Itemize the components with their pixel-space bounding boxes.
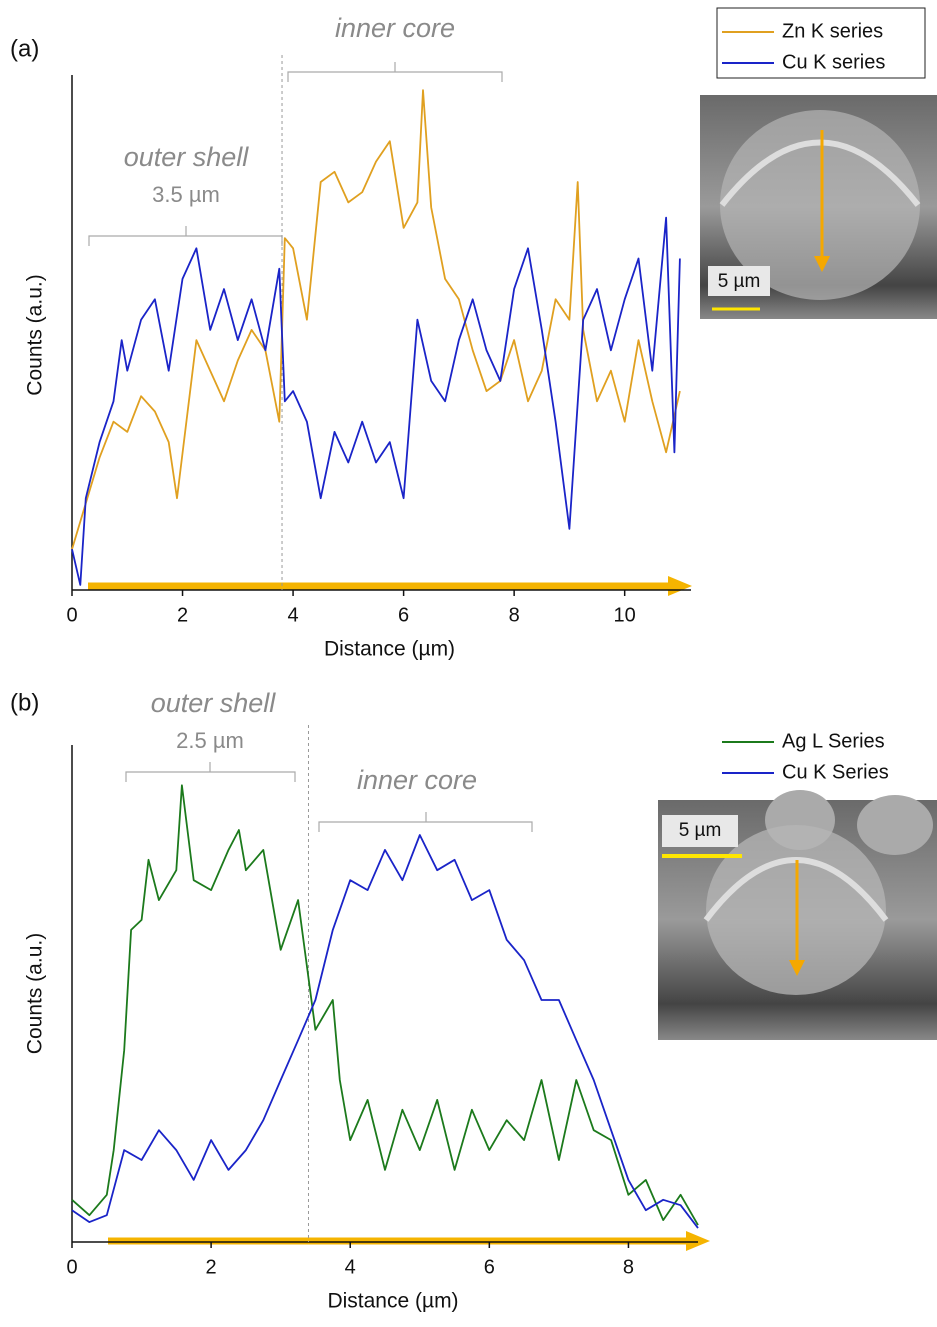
scale-label: 5 µm — [718, 271, 761, 292]
data-line — [71, 784, 699, 1226]
x-tick-label: 6 — [398, 604, 409, 626]
data-line — [71, 216, 681, 586]
y-axis-title: Counts (a.u.) — [24, 933, 47, 1054]
x-axis-title: Distance (µm) — [327, 1290, 458, 1313]
legend-label: Cu K Series — [782, 761, 889, 783]
core-label: inner core — [335, 13, 455, 43]
shell-bracket — [125, 762, 296, 782]
core-label: inner core — [357, 765, 477, 795]
core-bracket — [318, 812, 533, 832]
shell-label: outer shell — [151, 688, 277, 718]
panel-label: (a) — [10, 35, 39, 62]
scale-label: 5 µm — [679, 820, 722, 841]
annotations-a: (a) inner core outer shell 3.5 µm 5 µm — [10, 7, 937, 596]
x-tick-label: 10 — [614, 604, 636, 626]
scan-arrow — [88, 576, 692, 596]
x-tick-label: 8 — [509, 604, 520, 626]
shell-bracket — [88, 226, 283, 246]
core-bracket — [287, 62, 503, 82]
annotations-b: (b) outer shell 2.5 µm inner core 5 µm — [10, 688, 937, 1251]
x-tick-label: 2 — [206, 1256, 217, 1278]
data-line — [71, 89, 681, 550]
shell-width: 2.5 µm — [176, 728, 244, 753]
data-line — [71, 834, 699, 1229]
x-tick-label: 0 — [66, 1256, 77, 1278]
x-tick-label: 4 — [288, 604, 299, 626]
legend-label: Zn K series — [782, 20, 883, 42]
legend-label: Ag L Series — [782, 730, 885, 752]
x-tick-label: 4 — [345, 1256, 356, 1278]
sem-inset: 5 µm — [700, 95, 937, 319]
panel-label: (b) — [10, 689, 39, 716]
y-axis-title: Counts (a.u.) — [24, 274, 47, 395]
x-tick-label: 6 — [484, 1256, 495, 1278]
legend-label: Cu K series — [782, 51, 885, 73]
shell-width: 3.5 µm — [152, 182, 220, 207]
shell-label: outer shell — [124, 142, 250, 172]
legend-box — [716, 7, 926, 79]
x-tick-label: 8 — [623, 1256, 634, 1278]
scan-arrow — [108, 1231, 710, 1251]
sem-inset: 5 µm — [658, 790, 937, 1040]
x-axis-title: Distance (µm) — [324, 638, 455, 661]
x-tick-label: 2 — [177, 604, 188, 626]
x-tick-label: 0 — [66, 604, 77, 626]
